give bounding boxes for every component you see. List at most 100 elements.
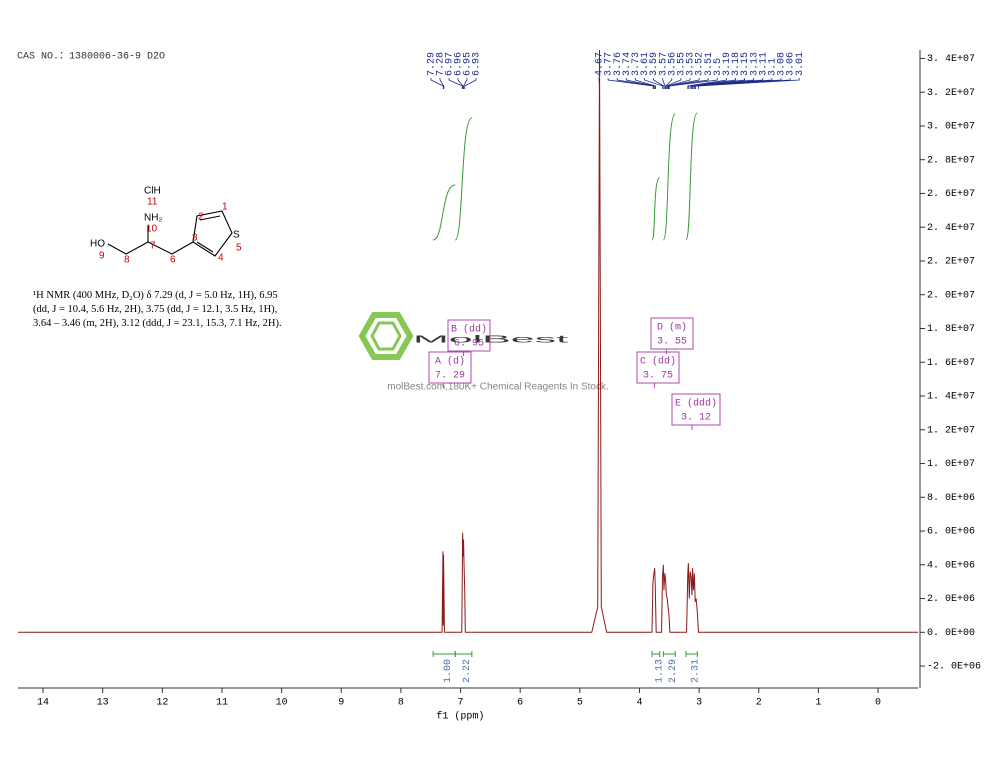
x-tick-label: 0 bbox=[875, 698, 881, 709]
atom-index: 11 bbox=[147, 197, 158, 208]
watermark-logo: MolBest bbox=[413, 335, 569, 346]
atom-index: 7 bbox=[150, 241, 156, 252]
x-tick-label: 7 bbox=[458, 698, 464, 709]
peak-label: 3.19 bbox=[722, 52, 733, 76]
peak-connector bbox=[689, 78, 745, 89]
peak-label: 7.29 bbox=[427, 52, 438, 76]
integral-bracket bbox=[685, 651, 698, 657]
integral-curve bbox=[685, 112, 698, 241]
atom-index: 9 bbox=[99, 251, 105, 262]
multiplet-label: B (dd) bbox=[451, 324, 487, 336]
peak-label: 6.93 bbox=[472, 52, 483, 76]
y-tick-label: 2. 2E+07 bbox=[927, 257, 975, 268]
multiplet-box bbox=[636, 351, 680, 384]
integral-curve bbox=[432, 184, 456, 241]
y-tick-label: 3. 0E+07 bbox=[927, 122, 975, 133]
peak-connector bbox=[607, 78, 654, 89]
peak-label: 3.57 bbox=[658, 52, 669, 76]
spectrum-line bbox=[18, 49, 918, 633]
x-tick-label: 12 bbox=[156, 698, 168, 709]
peak-connector bbox=[439, 78, 445, 89]
integral-curve bbox=[454, 117, 473, 241]
peak-label: 3.76 bbox=[613, 52, 624, 76]
peak-label: 3.52 bbox=[695, 52, 706, 76]
y-tick-label: 1. 6E+07 bbox=[927, 358, 975, 369]
peak-label: 3.15 bbox=[740, 52, 751, 76]
peak-connector bbox=[430, 78, 444, 89]
peak-label: 3.18 bbox=[731, 52, 742, 76]
peak-connector bbox=[662, 78, 666, 89]
peak-connector bbox=[448, 78, 463, 89]
multiplet-box bbox=[671, 393, 721, 426]
x-tick-label: 1 bbox=[815, 698, 821, 709]
atom: NH₂ bbox=[144, 213, 162, 224]
multiplet-shift: 3. 12 bbox=[681, 413, 711, 424]
x-axis-label: f1 (ppm) bbox=[436, 711, 484, 723]
x-tick-label: 14 bbox=[37, 698, 49, 709]
integral-label: 1.13 bbox=[655, 659, 666, 683]
multiplet-shift: 7. 29 bbox=[435, 371, 465, 382]
multiplet-label: A (d) bbox=[435, 356, 465, 368]
y-tick-label: 2. 4E+07 bbox=[927, 223, 975, 234]
peak-label: 3.51 bbox=[704, 52, 715, 76]
y-tick-label: 2. 8E+07 bbox=[927, 155, 975, 166]
multiplet-shift: 6. 95 bbox=[454, 339, 484, 350]
atom-index: 6 bbox=[170, 255, 176, 266]
integral-label: 1.00 bbox=[443, 659, 454, 683]
peak-connector bbox=[457, 78, 464, 89]
molecule-bonds bbox=[107, 210, 233, 257]
y-tick-label: 4. 0E+06 bbox=[927, 560, 975, 571]
multiplet-label: E (ddd) bbox=[675, 398, 717, 410]
x-tick-label: 9 bbox=[338, 698, 344, 709]
atom: HO bbox=[90, 239, 105, 250]
y-tick-label: 6. 0E+06 bbox=[927, 527, 975, 538]
atom-index: 2 bbox=[198, 212, 204, 223]
x-tick-label: 8 bbox=[398, 698, 404, 709]
peak-label: 3.13 bbox=[749, 52, 760, 76]
peak-label: 3.5 bbox=[713, 58, 724, 76]
x-tick-label: 10 bbox=[276, 698, 288, 709]
peak-connector bbox=[667, 78, 691, 89]
multiplet-shift: 3. 75 bbox=[643, 371, 673, 382]
integral-label: 2.29 bbox=[668, 659, 679, 683]
peak-connector bbox=[667, 78, 700, 89]
atom-index: 1 bbox=[222, 202, 228, 213]
multiplet-label: D (m) bbox=[657, 322, 687, 334]
atom-index: 5 bbox=[236, 243, 242, 254]
y-tick-label: 1. 8E+07 bbox=[927, 324, 975, 335]
peak-label: 3.73 bbox=[631, 52, 642, 76]
peak-label: 3.59 bbox=[649, 52, 660, 76]
peak-connector bbox=[635, 78, 656, 89]
atom-index: 3 bbox=[192, 233, 198, 244]
peak-connector bbox=[668, 78, 718, 89]
multiplet-shift: 3. 55 bbox=[657, 337, 687, 348]
x-tick-label: 4 bbox=[636, 698, 642, 709]
atom-index: 8 bbox=[124, 255, 130, 266]
peak-connector bbox=[698, 78, 800, 89]
y-tick-label: 1. 0E+07 bbox=[927, 459, 975, 470]
peak-connector bbox=[687, 78, 727, 89]
integral-label: 2.31 bbox=[690, 659, 701, 683]
peak-connector bbox=[625, 78, 656, 89]
x-tick-label: 13 bbox=[97, 698, 109, 709]
x-tick-label: 6 bbox=[517, 698, 523, 709]
peak-label: 3.1 bbox=[768, 58, 779, 76]
peak-connector bbox=[464, 78, 477, 89]
y-tick-label: 2. 6E+07 bbox=[927, 189, 975, 200]
integral-curve bbox=[651, 177, 661, 241]
multiplet-box bbox=[428, 351, 472, 384]
y-tick-label: 0. 0E+00 bbox=[927, 628, 975, 639]
peak-connector bbox=[665, 78, 673, 89]
y-tick-label: 3. 2E+07 bbox=[927, 88, 975, 99]
peak-label: 3.06 bbox=[786, 52, 797, 76]
x-tick-label: 3 bbox=[696, 698, 702, 709]
molecule-labels: ClH 11 NH₂ 10 HO 9 8 7 6 3 2 1 S 5 4 bbox=[90, 186, 242, 266]
peak-label: 6.97 bbox=[445, 52, 456, 76]
y-tick-label: 1. 4E+07 bbox=[927, 392, 975, 403]
y-tick-label: 3. 4E+07 bbox=[927, 54, 975, 65]
peak-connector bbox=[653, 78, 665, 89]
integral-bracket bbox=[651, 651, 661, 657]
integral-bracket bbox=[454, 651, 473, 657]
peak-connector bbox=[690, 78, 755, 89]
